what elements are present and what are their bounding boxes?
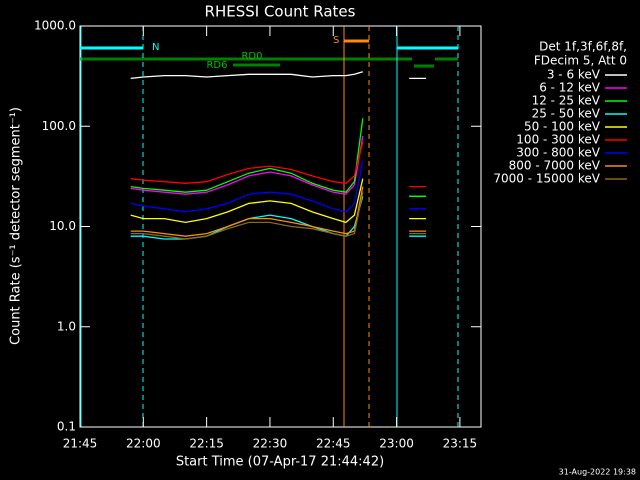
legend-header: FDecim 5, Att 0 [534,54,627,68]
series-line [130,135,427,197]
x-tick-label: 22:00 [126,437,161,451]
series-line [130,192,427,240]
x-tick-label: 23:15 [443,437,478,451]
legend-label: 300 - 800 keV [516,146,600,160]
legend-label: 100 - 300 keV [516,133,600,147]
x-axis-label: Start Time (07-Apr-17 21:44:42) [176,455,384,470]
annotation: RD0 [241,51,262,62]
x-tick-label: 23:00 [379,437,414,451]
legend-header: Det 1f,3f,6f,8f, [539,40,627,54]
legend-label: 12 - 25 keV [532,94,601,108]
y-axis-label: Count Rate (s⁻¹ detector segment⁻¹) [9,107,24,345]
x-tick-label: 22:15 [189,437,224,451]
annotation: RD6 [206,60,227,71]
series-line [130,160,427,213]
x-tick-label: 21:45 [63,437,98,451]
series-line [130,196,427,240]
legend-label: 50 - 100 keV [524,120,601,134]
y-tick-label: 1.0 [57,319,76,333]
annotation: S [333,35,339,46]
y-tick-label: 10.0 [49,219,76,233]
legend-label: 800 - 7000 keV [509,159,601,173]
chart-title: RHESSI Count Rates [205,3,356,21]
y-tick-label: 100.0 [42,119,76,133]
y-tick-label: 0.1 [57,420,76,434]
flag-bars [80,26,459,427]
series-line [130,71,427,80]
series-line [130,178,427,224]
series-line [130,141,427,188]
annotation: N [152,42,159,53]
legend-label: 7000 - 15000 keV [493,172,600,186]
legend-label: 3 - 6 keV [547,68,601,82]
footer: 31-Aug-2022 19:38 [559,468,636,477]
plot-frame [79,25,482,428]
series-line [130,186,427,237]
y-tick-label: 1000.0 [34,19,76,33]
x-tick-label: 22:45 [316,437,351,451]
legend-label: 6 - 12 keV [539,81,601,95]
x-tick-label: 22:30 [253,437,288,451]
series-line [130,118,427,197]
legend-label: 25 - 50 keV [532,107,601,121]
